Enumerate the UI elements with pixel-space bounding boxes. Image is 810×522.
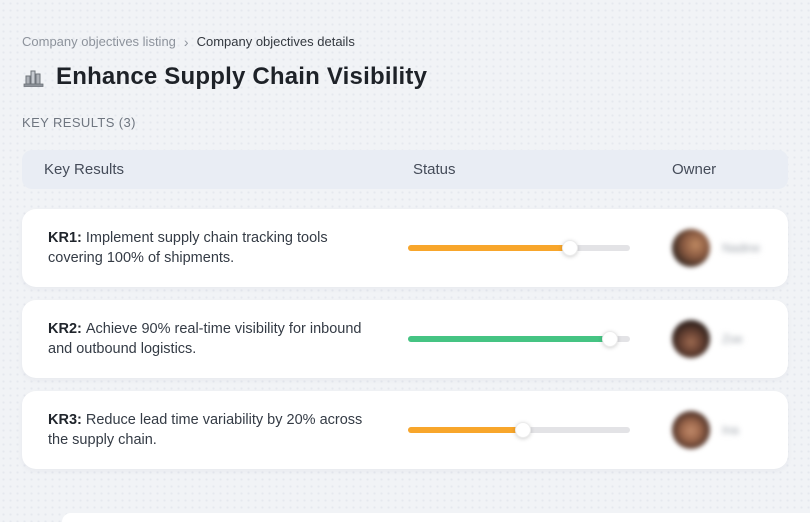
kr1-text: Implement supply chain tracking tools co… — [48, 230, 328, 266]
owner-name: Ina — [722, 423, 739, 437]
chevron-right-icon: › — [183, 33, 189, 50]
breadcrumb-details-current: Company objectives details — [196, 34, 355, 49]
kr1-label: KR1: — [48, 230, 82, 246]
progress-knob[interactable] — [602, 331, 619, 347]
owner-name: Nadine — [722, 241, 761, 255]
kr2-owner: Zoe — [672, 320, 788, 358]
table-row-kr1[interactable]: KR1: Implement supply chain tracking tool… — [22, 209, 788, 287]
kr2-text: Achieve 90% real-time visibility for inb… — [48, 321, 362, 357]
table-row-kr3[interactable]: KR3: Reduce lead time variability by 20% … — [22, 391, 788, 469]
avatar — [672, 411, 710, 449]
kr3-label: KR3: — [48, 412, 82, 428]
kr1-description: KR1: Implement supply chain tracking tool… — [22, 228, 408, 268]
progress-fill — [408, 336, 611, 342]
progress-knob[interactable] — [562, 240, 579, 256]
progress-knob[interactable] — [515, 422, 532, 438]
kr2-progress-slider[interactable] — [408, 331, 630, 347]
next-section-card-edge — [62, 513, 810, 522]
column-header-owner: Owner — [672, 161, 717, 178]
page-title: Enhance Supply Chain Visibility — [56, 63, 428, 90]
kr2-label: KR2: — [48, 321, 82, 337]
title-row: Enhance Supply Chain Visibility — [22, 63, 788, 91]
breadcrumb-listing-link[interactable]: Company objectives listing — [22, 34, 176, 49]
avatar — [672, 229, 710, 267]
page-container: Company objectives listing › Company obj… — [22, 34, 788, 469]
kr3-owner: Ina — [672, 411, 788, 449]
kr3-progress-slider[interactable] — [408, 422, 630, 438]
kr3-description: KR3: Reduce lead time variability by 20% … — [22, 410, 408, 450]
kr2-description: KR2: Achieve 90% real-time visibility for… — [22, 319, 408, 359]
kr1-progress-slider[interactable] — [408, 240, 630, 256]
building-bar-chart-icon — [22, 65, 46, 89]
progress-fill — [408, 427, 524, 433]
key-results-section-label: KEY RESULTS (3) — [22, 115, 136, 130]
column-header-key-results: Key Results — [44, 161, 125, 178]
breadcrumb: Company objectives listing › Company obj… — [22, 34, 788, 49]
progress-fill — [408, 245, 571, 251]
kr1-owner: Nadine — [672, 229, 788, 267]
avatar — [672, 320, 710, 358]
table-row-kr2[interactable]: KR2: Achieve 90% real-time visibility for… — [22, 300, 788, 378]
kr3-text: Reduce lead time variability by 20% acro… — [48, 412, 363, 448]
owner-name: Zoe — [722, 332, 743, 346]
table-header: Key Results Status Owner — [22, 150, 788, 189]
column-header-status: Status — [413, 161, 456, 178]
